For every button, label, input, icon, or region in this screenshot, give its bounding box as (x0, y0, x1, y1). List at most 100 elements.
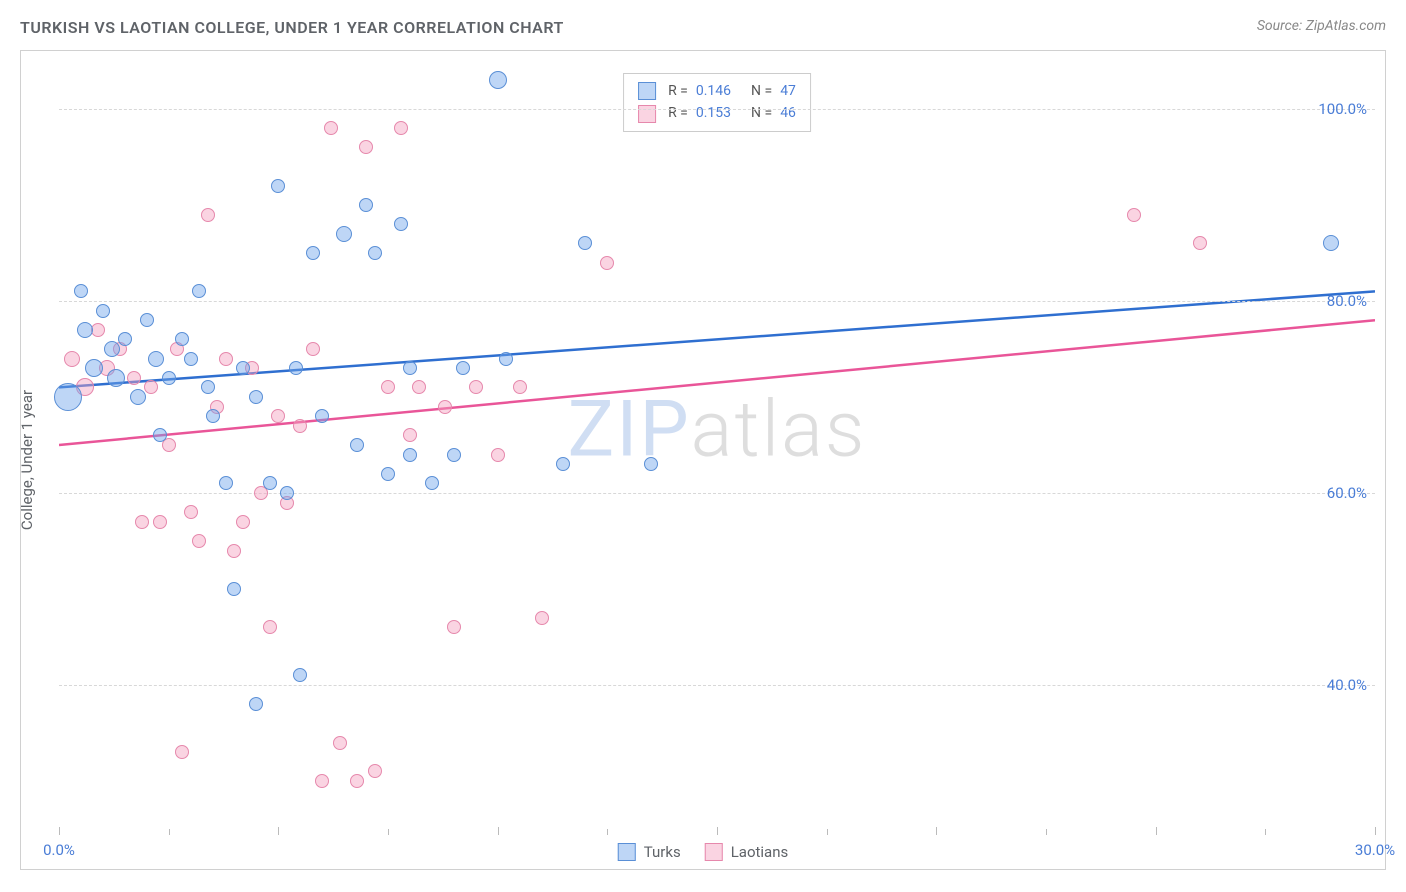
data-point (289, 361, 303, 375)
data-point (96, 304, 110, 318)
data-point (447, 448, 461, 462)
data-point (130, 389, 146, 405)
data-point (359, 198, 373, 212)
data-point (140, 313, 154, 327)
data-point (447, 620, 461, 634)
data-point (54, 383, 82, 411)
data-point (412, 380, 426, 394)
correlation-legend: R = 0.146 N = 47 R = 0.153 N = 46 (623, 73, 811, 132)
data-point (1193, 236, 1207, 250)
data-point (271, 179, 285, 193)
data-point (153, 515, 167, 529)
x-tick-minor (1265, 829, 1266, 835)
gridline-horizontal (59, 685, 1375, 686)
data-point (219, 476, 233, 490)
data-point (513, 380, 527, 394)
data-point (324, 121, 338, 135)
data-point (91, 323, 105, 337)
legend-item-laotians: Laotians (705, 843, 789, 861)
plot-area: ZIPatlas R = 0.146 N = 47 R = 0.153 N = … (59, 61, 1375, 829)
data-point (381, 467, 395, 481)
swatch-laotians (638, 105, 656, 123)
source-prefix: Source: (1257, 18, 1306, 34)
data-point (293, 668, 307, 682)
data-point (153, 428, 167, 442)
data-point (144, 380, 158, 394)
data-point (306, 342, 320, 356)
watermark-atlas: atlas (691, 384, 867, 475)
legend-row-laotians: R = 0.153 N = 46 (638, 102, 796, 124)
r-value-turks: 0.146 (696, 80, 731, 102)
data-point (456, 361, 470, 375)
data-point (192, 284, 206, 298)
trend-line (59, 320, 1375, 445)
data-point (336, 226, 352, 242)
swatch-turks (618, 843, 636, 861)
trend-lines (59, 61, 1375, 829)
r-label: R = (668, 80, 688, 102)
y-axis-label: College, Under 1 year (18, 390, 36, 530)
chart-container: College, Under 1 year ZIPatlas R = 0.146… (20, 50, 1386, 870)
x-tick-major (717, 827, 718, 835)
data-point (135, 515, 149, 529)
data-point (201, 208, 215, 222)
chart-title: TURKISH VS LAOTIAN COLLEGE, UNDER 1 YEAR… (20, 18, 564, 37)
x-tick-label: 30.0% (1355, 841, 1395, 859)
data-point (368, 764, 382, 778)
data-point (227, 582, 241, 596)
y-tick-label: 100.0% (1318, 100, 1367, 118)
data-point (403, 448, 417, 462)
data-point (201, 380, 215, 394)
legend-row-turks: R = 0.146 N = 47 (638, 80, 796, 102)
data-point (263, 620, 277, 634)
y-tick-label: 40.0% (1327, 676, 1367, 694)
data-point (280, 486, 294, 500)
data-point (306, 246, 320, 260)
y-tick-label: 60.0% (1327, 484, 1367, 502)
gridline-horizontal (59, 109, 1375, 110)
data-point (438, 400, 452, 414)
source-attribution: Source: ZipAtlas.com (1257, 18, 1386, 34)
data-point (162, 371, 176, 385)
n-label: N = (751, 80, 772, 102)
x-tick-minor (1046, 829, 1047, 835)
data-point (425, 476, 439, 490)
data-point (535, 611, 549, 625)
data-point (368, 246, 382, 260)
n-value-laotians: 46 (780, 102, 796, 124)
x-tick-major (498, 827, 499, 835)
data-point (206, 409, 220, 423)
x-tick-label: 0.0% (43, 841, 75, 859)
x-tick-minor (827, 829, 828, 835)
x-tick-major (936, 827, 937, 835)
data-point (107, 369, 125, 387)
data-point (394, 217, 408, 231)
data-point (148, 351, 164, 367)
data-point (1127, 208, 1141, 222)
data-point (469, 380, 483, 394)
data-point (77, 322, 93, 338)
data-point (489, 71, 507, 89)
data-point (236, 361, 250, 375)
data-point (359, 140, 373, 154)
legend-label-turks: Turks (644, 843, 681, 861)
data-point (403, 361, 417, 375)
n-label: N = (751, 102, 772, 124)
data-point (184, 505, 198, 519)
data-point (249, 697, 263, 711)
data-point (271, 409, 285, 423)
data-point (236, 515, 250, 529)
data-point (333, 736, 347, 750)
y-tick-label: 80.0% (1327, 292, 1367, 310)
swatch-laotians (705, 843, 723, 861)
x-tick-major (1375, 827, 1376, 835)
data-point (293, 419, 307, 433)
watermark-zip: ZIP (568, 384, 691, 475)
data-point (85, 359, 103, 377)
data-point (381, 380, 395, 394)
data-point (184, 352, 198, 366)
data-point (578, 236, 592, 250)
data-point (227, 544, 241, 558)
data-point (118, 332, 132, 346)
x-tick-minor (607, 829, 608, 835)
